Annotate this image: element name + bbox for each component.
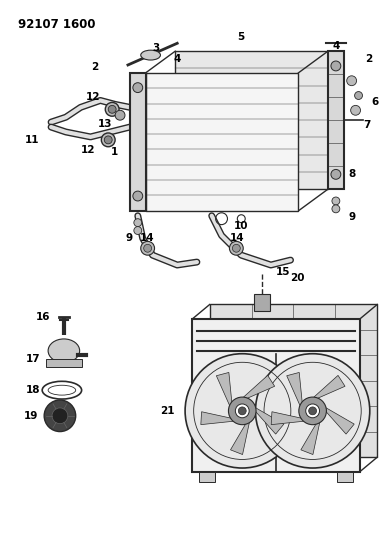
Text: 18: 18: [26, 385, 40, 395]
Circle shape: [309, 407, 317, 415]
Text: 17: 17: [26, 353, 40, 364]
Circle shape: [144, 244, 152, 252]
Text: 6: 6: [372, 98, 379, 108]
Text: 16: 16: [36, 312, 50, 322]
Text: 8: 8: [349, 169, 356, 180]
Bar: [254, 294, 270, 311]
Text: 92107 1600: 92107 1600: [18, 18, 95, 31]
Circle shape: [236, 404, 249, 418]
Polygon shape: [324, 406, 354, 434]
Text: 5: 5: [237, 33, 245, 42]
Text: 1: 1: [111, 147, 118, 157]
Circle shape: [133, 83, 143, 93]
Circle shape: [44, 400, 76, 432]
Polygon shape: [301, 420, 320, 455]
Ellipse shape: [48, 339, 80, 362]
Text: 14: 14: [140, 233, 154, 244]
Circle shape: [306, 404, 319, 418]
Polygon shape: [253, 406, 284, 434]
Polygon shape: [192, 319, 360, 472]
Polygon shape: [312, 375, 345, 399]
Circle shape: [134, 227, 142, 235]
Circle shape: [134, 219, 142, 227]
Circle shape: [108, 106, 116, 113]
Circle shape: [331, 169, 341, 179]
Text: 2: 2: [91, 62, 98, 72]
Circle shape: [232, 244, 240, 252]
Bar: [337, 472, 353, 482]
Circle shape: [255, 354, 370, 468]
Circle shape: [185, 354, 300, 468]
Polygon shape: [271, 411, 306, 425]
Circle shape: [332, 205, 340, 213]
Text: 11: 11: [25, 135, 39, 145]
Circle shape: [105, 102, 119, 116]
Circle shape: [238, 407, 246, 415]
Circle shape: [104, 136, 112, 144]
Text: 19: 19: [24, 411, 38, 421]
Bar: [46, 359, 82, 367]
Circle shape: [101, 133, 115, 147]
Text: 14: 14: [229, 233, 244, 244]
Polygon shape: [328, 51, 344, 189]
Text: 4: 4: [333, 41, 340, 51]
Polygon shape: [175, 51, 328, 189]
Text: 9: 9: [126, 233, 133, 244]
Circle shape: [228, 397, 256, 425]
Polygon shape: [201, 411, 236, 425]
Text: 2: 2: [365, 54, 373, 64]
Circle shape: [331, 61, 341, 71]
Circle shape: [229, 241, 243, 255]
Polygon shape: [216, 373, 232, 408]
Text: 4: 4: [173, 54, 181, 64]
Text: 20: 20: [290, 273, 304, 283]
Circle shape: [332, 197, 340, 205]
Circle shape: [351, 106, 360, 115]
Polygon shape: [231, 420, 250, 455]
Circle shape: [299, 397, 326, 425]
Text: 15: 15: [275, 267, 290, 277]
Text: 3: 3: [152, 43, 159, 53]
Circle shape: [355, 92, 362, 100]
Text: 10: 10: [234, 221, 249, 231]
Circle shape: [115, 110, 125, 120]
Circle shape: [347, 76, 357, 86]
Text: 12: 12: [81, 145, 95, 155]
Text: 13: 13: [98, 119, 112, 129]
Polygon shape: [146, 73, 298, 211]
Circle shape: [133, 191, 143, 201]
Text: 21: 21: [160, 406, 174, 416]
Polygon shape: [130, 73, 146, 211]
Circle shape: [52, 408, 68, 424]
Polygon shape: [241, 375, 275, 399]
Ellipse shape: [141, 50, 160, 60]
Text: 9: 9: [349, 212, 356, 222]
Text: 12: 12: [86, 92, 100, 101]
Polygon shape: [210, 304, 377, 457]
Text: 7: 7: [363, 120, 371, 130]
Circle shape: [141, 241, 155, 255]
Bar: [199, 472, 214, 482]
Polygon shape: [287, 373, 303, 408]
